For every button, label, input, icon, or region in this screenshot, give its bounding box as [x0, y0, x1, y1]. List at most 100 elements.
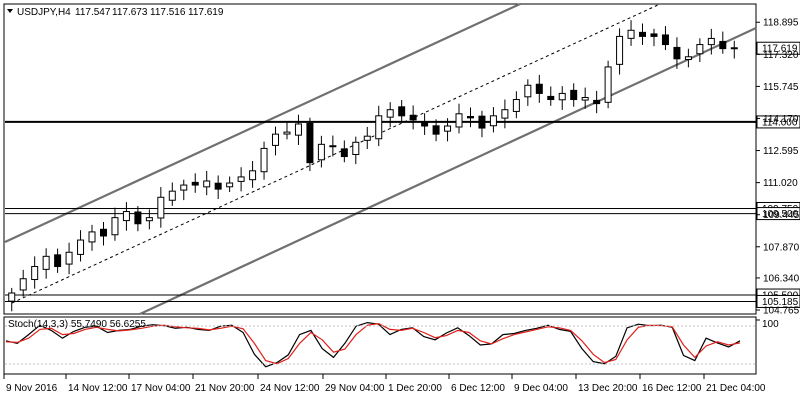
- candle[interactable]: [54, 248, 62, 273]
- collapse-triangle-icon[interactable]: [7, 9, 13, 13]
- stochastic-levels: [5, 325, 755, 365]
- candle[interactable]: [489, 107, 497, 133]
- candle-body: [386, 109, 394, 118]
- candle[interactable]: [31, 256, 39, 289]
- candle[interactable]: [661, 26, 669, 51]
- x-tick-label: 24 Nov 12:00: [260, 383, 320, 394]
- candle[interactable]: [111, 207, 119, 241]
- mid-channel-dashed-line[interactable]: [11, 3, 661, 304]
- candle[interactable]: [203, 170, 211, 196]
- candle[interactable]: [272, 126, 280, 156]
- candle[interactable]: [317, 135, 325, 168]
- candle-body: [604, 66, 612, 103]
- candle[interactable]: [593, 90, 601, 114]
- candle[interactable]: [214, 175, 222, 199]
- upper-channel-line[interactable]: [4, 3, 521, 243]
- candle[interactable]: [524, 79, 532, 106]
- candle-body: [432, 125, 440, 135]
- candle[interactable]: [386, 102, 394, 128]
- candle[interactable]: [145, 209, 153, 230]
- candle-body: [661, 34, 669, 46]
- candle-body: [191, 181, 199, 186]
- candle[interactable]: [249, 161, 257, 188]
- candle[interactable]: [478, 110, 486, 138]
- candle[interactable]: [547, 86, 555, 106]
- candle[interactable]: [604, 60, 612, 109]
- candle[interactable]: [294, 114, 302, 145]
- candle-body: [616, 35, 624, 65]
- candle[interactable]: [99, 221, 107, 246]
- candle[interactable]: [432, 119, 440, 142]
- candle[interactable]: [650, 28, 658, 47]
- candle-body: [260, 147, 268, 173]
- stoch-tick-label: 100: [762, 319, 779, 330]
- candle[interactable]: [398, 100, 406, 122]
- price-axis: 118.895 117.320 115.745 114.170 112.595 111.0…: [756, 18, 800, 330]
- candle[interactable]: [455, 103, 463, 134]
- candle[interactable]: [570, 83, 578, 107]
- candle[interactable]: [340, 140, 348, 163]
- x-tick-label: 21 Dec 04:00: [706, 383, 766, 394]
- candle-body: [466, 116, 474, 119]
- candle[interactable]: [226, 176, 234, 193]
- candle[interactable]: [696, 38, 704, 62]
- candle[interactable]: [237, 167, 245, 192]
- candle-body: [650, 33, 658, 37]
- candle[interactable]: [719, 31, 727, 54]
- candle[interactable]: [283, 122, 291, 140]
- ohlc-close: 117.619: [188, 7, 224, 18]
- candle[interactable]: [157, 187, 165, 228]
- candle[interactable]: [444, 118, 452, 142]
- candle[interactable]: [260, 141, 268, 180]
- symbol-label: USDJPY,H4: [17, 7, 71, 18]
- candle-body: [283, 131, 291, 135]
- candle-body: [581, 96, 589, 101]
- candle[interactable]: [535, 74, 543, 103]
- candle[interactable]: [134, 206, 142, 232]
- candle[interactable]: [375, 105, 383, 147]
- horizontal-levels: 114.000109.750109.500105.500105.185117.6…: [5, 41, 800, 308]
- candle[interactable]: [558, 86, 566, 110]
- candle[interactable]: [65, 242, 73, 275]
- current-price-label: 117.619: [762, 44, 798, 55]
- candle[interactable]: [77, 230, 85, 262]
- candle[interactable]: [627, 20, 635, 46]
- candle[interactable]: [8, 287, 16, 312]
- candle-body: [329, 145, 337, 148]
- candle[interactable]: [501, 99, 509, 129]
- candle[interactable]: [168, 182, 176, 206]
- candle-body: [54, 254, 62, 268]
- candle[interactable]: [180, 179, 188, 201]
- candle-body: [122, 211, 130, 222]
- candle[interactable]: [329, 135, 337, 157]
- candle[interactable]: [19, 269, 27, 297]
- stoch-signal-line[interactable]: [5, 322, 741, 365]
- candle-body: [352, 141, 360, 156]
- candle-body: [558, 92, 566, 101]
- candle[interactable]: [42, 248, 50, 279]
- candle[interactable]: [122, 202, 130, 231]
- candle[interactable]: [306, 117, 314, 172]
- candle[interactable]: [684, 48, 692, 68]
- candle[interactable]: [707, 28, 715, 55]
- candle-body: [570, 89, 578, 101]
- candle[interactable]: [409, 105, 417, 130]
- candle[interactable]: [673, 37, 681, 69]
- candle[interactable]: [730, 40, 738, 59]
- candle[interactable]: [88, 224, 96, 251]
- candle[interactable]: [639, 23, 647, 45]
- candle-body: [214, 182, 222, 190]
- lower-channel-line[interactable]: [139, 27, 757, 315]
- candle[interactable]: [352, 136, 360, 165]
- candle[interactable]: [512, 91, 520, 119]
- candle[interactable]: [581, 87, 589, 109]
- candle[interactable]: [616, 28, 624, 75]
- candle[interactable]: [421, 113, 429, 135]
- x-tick-label: 1 Dec 20:00: [388, 383, 442, 394]
- candle[interactable]: [466, 107, 474, 128]
- candle[interactable]: [191, 173, 199, 193]
- candle-body: [684, 56, 692, 61]
- candle[interactable]: [363, 126, 371, 149]
